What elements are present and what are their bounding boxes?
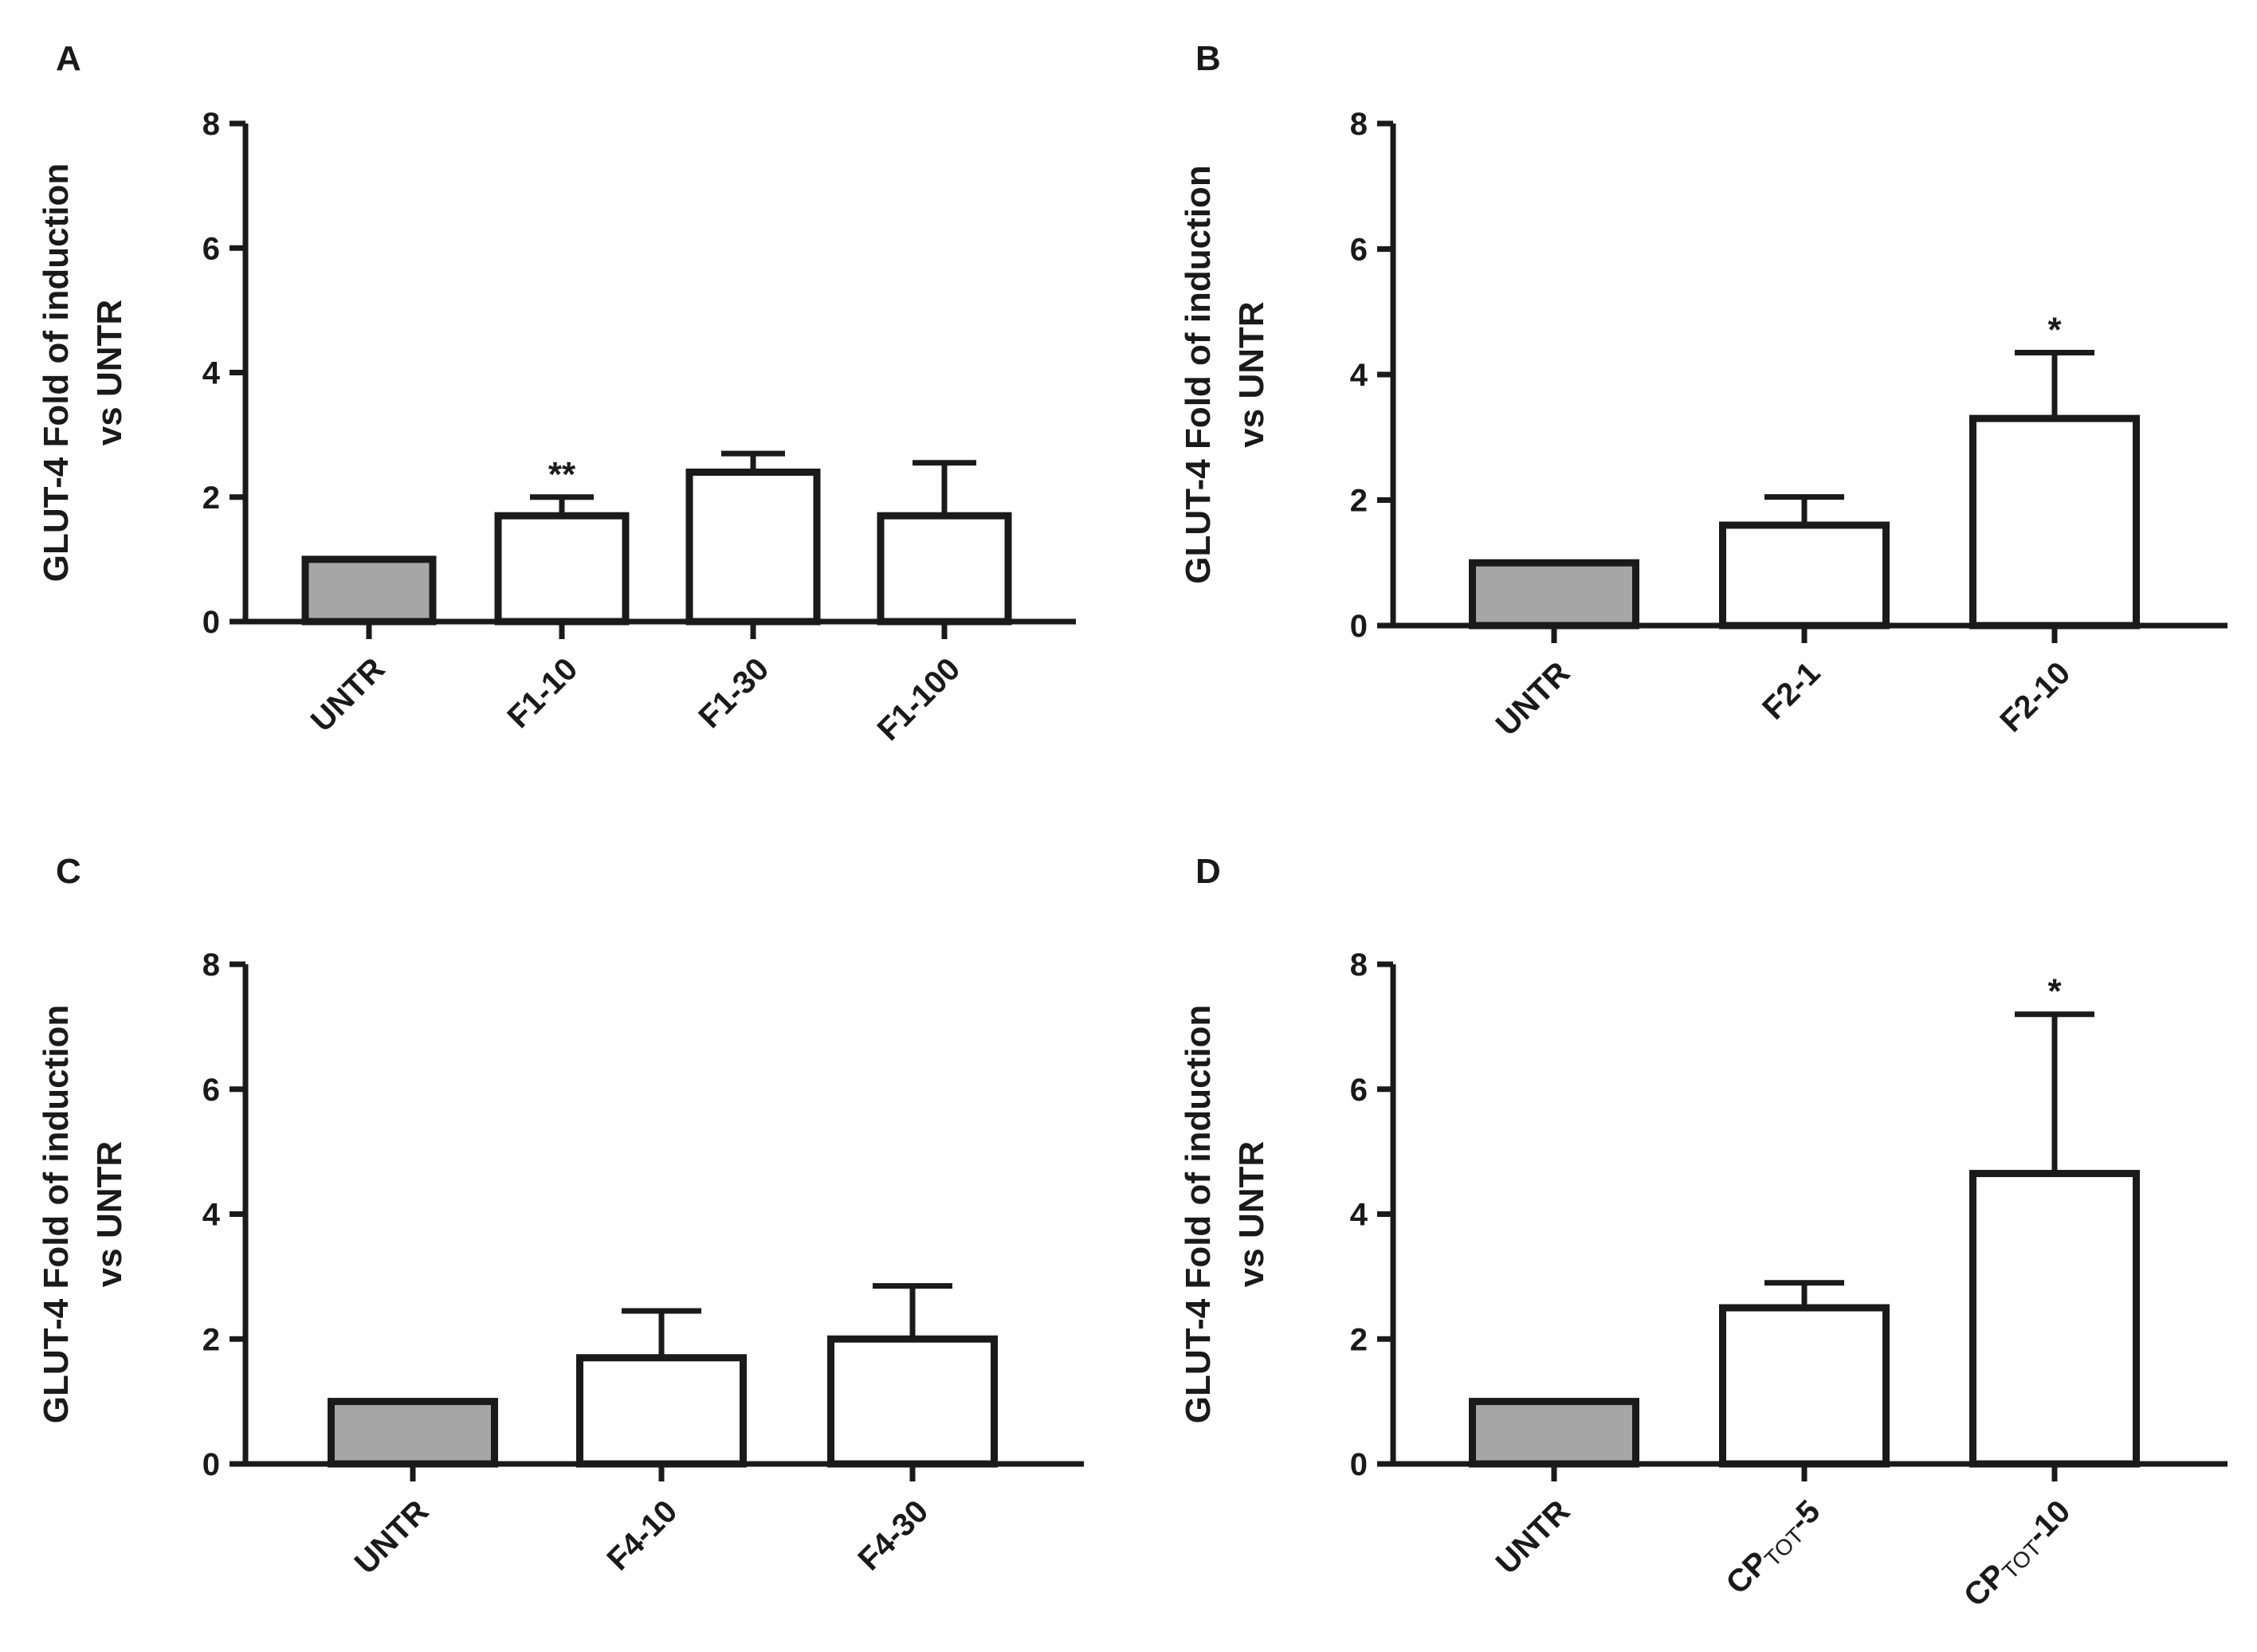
bar-cp-5 [1719,1304,1890,1468]
y-tick-label: 4 [1350,1198,1368,1233]
y-tick-label: 6 [202,231,220,266]
y-axis-label-line2: vs UNTR [1232,301,1271,447]
x-tick-label: UNTR [348,1493,436,1581]
x-tick-label: UNTR [1490,1493,1577,1581]
x-tick-label: F4-10 [600,1493,684,1577]
x-tick-label: CPTOT-5 [1720,1493,1829,1603]
y-tick-label: 0 [1350,609,1368,644]
bar-f2-1 [1719,521,1890,630]
y-axis-label-line1: GLUT-4 Fold of induction [37,163,76,582]
x-tick-label: UNTR [1490,655,1577,743]
y-axis-label-line1: GLUT-4 Fold of induction [1179,165,1218,583]
panel-c: C GLUT-4 Fold of induction vs UNTR 0 2 4 6 8 UNT… [37,852,1084,1581]
bar-untr [1469,1398,1639,1468]
x-tick-label: F4-30 [851,1493,935,1577]
y-axis-label-line2: vs UNTR [90,1141,129,1287]
y-tick-label: 0 [202,1447,220,1482]
bar-f4-30 [827,1335,998,1468]
y-tick-label: 8 [1350,107,1368,142]
y-tick-label: 4 [202,1198,221,1233]
y-axis-label-line1: GLUT-4 Fold of induction [1179,1005,1218,1423]
significance-marker: * [2047,310,2062,349]
y-tick-label: 8 [1350,948,1368,983]
y-axis-label-line2: vs UNTR [90,300,129,445]
y-tick-label: 6 [202,1073,220,1108]
y-tick-label: 4 [1350,358,1368,393]
y-tick-label: 2 [1350,1322,1368,1357]
y-tick-label: 6 [1350,1073,1368,1108]
panel-letter: B [1195,39,1221,78]
panel-letter: D [1195,852,1221,891]
panel-a: A GLUT-4 Fold of induction vs UNTR 0 2 4 6 8 UNT… [37,39,1076,748]
y-axis-label-line2: vs UNTR [1232,1141,1271,1287]
significance-marker: * [2047,972,2062,1011]
bar-f1-10 [494,512,630,626]
panel-b: B GLUT-4 Fold of induction vs UNTR 0 2 4 6 8 UNT… [1179,39,2228,743]
x-tick-label: F1-30 [692,651,775,735]
bar-untr [328,1398,498,1468]
significance-marker: ** [548,455,576,494]
bar-f4-10 [576,1354,747,1468]
y-tick-label: 0 [202,605,220,640]
panel-letter: C [56,852,81,891]
y-tick-label: 0 [1350,1447,1368,1482]
y-tick-label: 4 [202,356,221,391]
y-tick-label: 6 [1350,233,1368,268]
x-tick-label: F2-1 [1756,655,1827,726]
y-tick-label: 8 [202,107,220,142]
bar-f1-100 [877,512,1012,626]
bar-cp-10 [1969,1170,2140,1468]
x-tick-label: F2-10 [1993,655,2077,739]
x-tick-label: CPTOT-10 [1957,1493,2079,1615]
y-tick-label: 8 [202,948,220,983]
x-tick-label: UNTR [304,651,392,739]
bar-untr [301,555,437,626]
y-tick-label: 2 [202,481,220,516]
bar-f1-30 [685,469,821,626]
y-tick-label: 2 [202,1322,220,1357]
x-tick-label: F1-10 [500,651,584,735]
bar-f2-10 [1969,414,2140,630]
panel-letter: A [56,39,81,78]
bar-untr [1469,559,1639,630]
y-tick-label: 2 [1350,484,1368,519]
y-axis-label-line1: GLUT-4 Fold of induction [37,1005,76,1423]
x-tick-label: F1-100 [871,651,968,748]
panel-d: D GLUT-4 Fold of induction vs UNTR 0 2 4 6 8 UNT… [1179,852,2228,1615]
